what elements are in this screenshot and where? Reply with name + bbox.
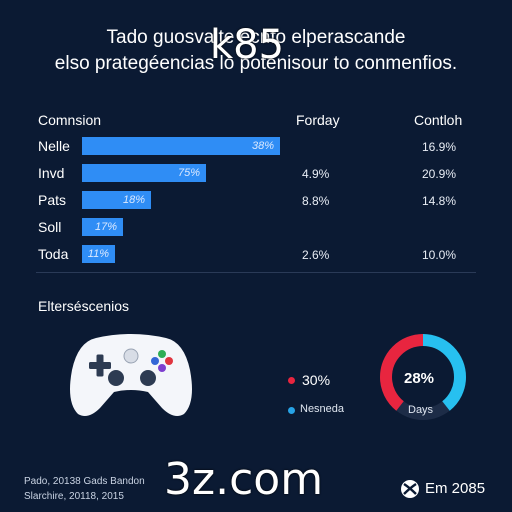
footer-line-1: Pado, 20138 Gads Bandon bbox=[24, 476, 145, 487]
bar-label: 11% bbox=[87, 248, 109, 260]
xbox-logo-icon bbox=[400, 479, 420, 499]
header-line-1: Tado guosvaite ecnfo elperascande bbox=[106, 27, 406, 48]
column-header-2: Forday bbox=[296, 112, 340, 128]
gauge-label: Days bbox=[408, 404, 434, 416]
bar bbox=[82, 164, 206, 182]
cell-contloh: 14.8% bbox=[422, 194, 457, 208]
row-label: Pats bbox=[38, 192, 67, 208]
cell-forday: 4.9% bbox=[302, 167, 330, 181]
watermark-bottom: 3z.com bbox=[164, 454, 324, 505]
legend-label: Nesneda bbox=[300, 403, 345, 415]
legend-red-dot bbox=[288, 377, 295, 384]
cell-contloh: 20.9% bbox=[422, 167, 457, 181]
bar bbox=[82, 191, 151, 209]
legend-blue-dot bbox=[288, 407, 295, 414]
watermark-top: k85 bbox=[210, 22, 285, 68]
bar-label: 38% bbox=[251, 140, 274, 152]
column-header-3: Contloh bbox=[414, 112, 463, 128]
cell-contloh: 10.0% bbox=[422, 248, 457, 262]
gamepad-icon bbox=[66, 330, 196, 420]
header-line-2: elso prategéencias lo potenisour to conm… bbox=[54, 53, 458, 74]
row-label: Soll bbox=[38, 219, 62, 235]
legend-value: 30% bbox=[302, 372, 331, 388]
footer-brand: Em 2085 bbox=[425, 480, 486, 497]
bar-label: 75% bbox=[177, 167, 200, 179]
gauge-chart bbox=[378, 332, 468, 422]
column-header-1: Comnsion bbox=[38, 112, 102, 128]
bar-label: 17% bbox=[94, 221, 117, 233]
bar bbox=[82, 245, 115, 263]
divider bbox=[36, 272, 476, 273]
section-title: Elterséscenios bbox=[38, 298, 130, 314]
cell-forday: 2.6% bbox=[302, 248, 330, 262]
bar bbox=[82, 218, 123, 236]
gauge-value: 28% bbox=[404, 370, 435, 387]
row-label: Toda bbox=[38, 246, 69, 262]
cell-contloh: 16.9% bbox=[422, 140, 457, 154]
bar bbox=[82, 137, 280, 155]
footer-line-2: Slarchire, 20118, 2015 bbox=[24, 491, 124, 502]
row-label: Invd bbox=[38, 165, 65, 181]
bar-label: 18% bbox=[122, 194, 145, 206]
cell-forday: 8.8% bbox=[302, 194, 330, 208]
row-label: Nelle bbox=[38, 138, 70, 154]
